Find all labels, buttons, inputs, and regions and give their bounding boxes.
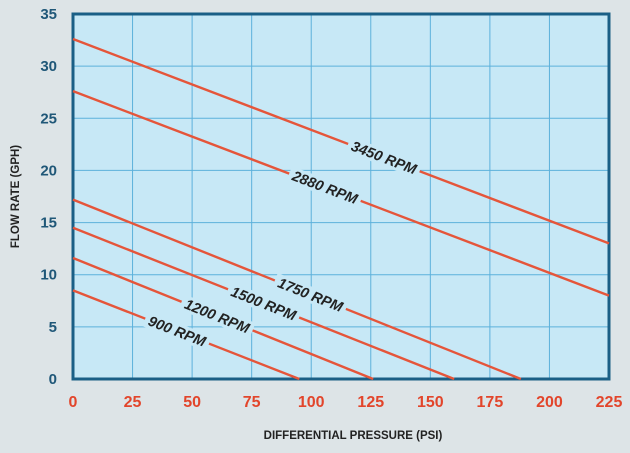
series-label-bg [225,281,303,325]
x-tick-label: 125 [357,394,384,411]
series-label-bg [271,273,349,317]
y-axis-label: FLOW RATE (GPH) [10,145,22,248]
x-tick-label: 150 [417,394,444,411]
y-tick-label: 20 [40,162,57,179]
series-label-bg [286,166,364,209]
y-tick-label: 30 [40,58,57,75]
y-tick-label: 0 [49,371,57,388]
y-tick-label: 35 [40,6,57,23]
x-tick-label: 225 [596,394,623,411]
series-label-bg [178,294,256,338]
x-tick-label: 0 [69,394,78,411]
tick-labels: 0 5 10 15 20 25 30 35 0 25 50 75 100 125 150 175 200 225 [40,6,622,411]
x-tick-label: 50 [183,394,201,411]
x-tick-label: 25 [124,394,142,411]
x-axis-label: DIFFERENTIAL PRESSURE (PSI) [264,430,443,442]
plot-frame [71,12,611,381]
x-tick-label: 75 [243,394,261,411]
y-tick-label: 15 [40,215,57,232]
y-tick-label: 10 [40,267,57,284]
series-label-bg [345,136,423,179]
series-label-bg [142,311,212,352]
series-line [72,37,610,245]
x-tick-label: 175 [477,394,504,411]
x-tick-label: 200 [536,394,563,411]
y-tick-label: 25 [40,110,57,127]
y-tick-label: 5 [49,319,57,336]
x-tick-label: 100 [298,394,325,411]
